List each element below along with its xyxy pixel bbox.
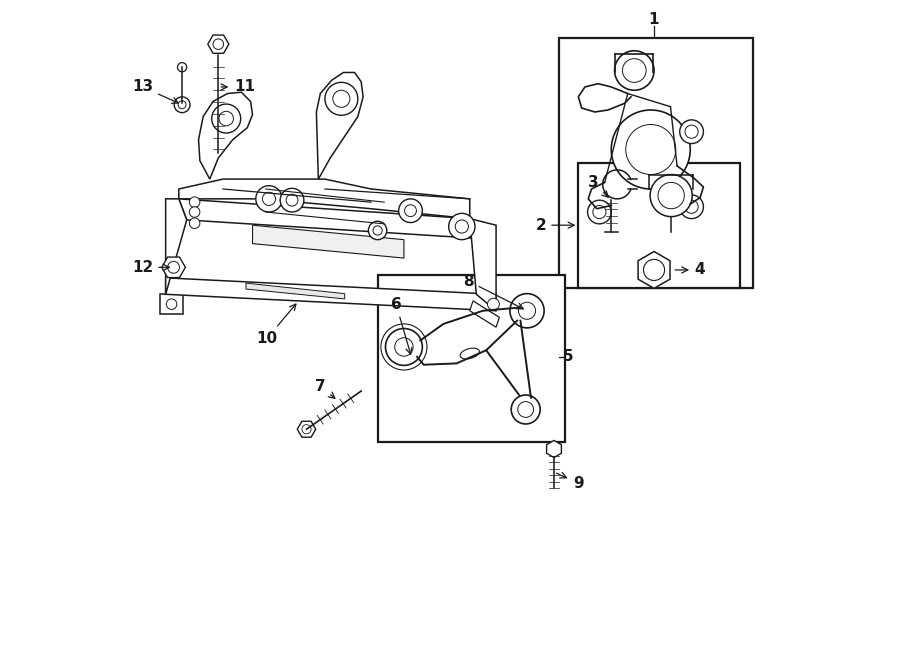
Text: 11: 11 — [221, 79, 255, 95]
Circle shape — [395, 338, 413, 356]
Text: 8: 8 — [464, 274, 523, 309]
Circle shape — [175, 97, 190, 112]
Circle shape — [373, 226, 382, 235]
Polygon shape — [470, 301, 500, 327]
Circle shape — [611, 110, 690, 189]
Circle shape — [189, 218, 200, 229]
Text: 9: 9 — [556, 473, 584, 490]
Polygon shape — [162, 257, 185, 278]
Circle shape — [680, 120, 704, 143]
Circle shape — [189, 207, 200, 217]
Circle shape — [189, 197, 200, 208]
Polygon shape — [246, 283, 345, 299]
Circle shape — [518, 302, 536, 319]
Circle shape — [455, 220, 468, 233]
Circle shape — [368, 221, 387, 240]
Polygon shape — [546, 440, 562, 457]
Circle shape — [658, 182, 684, 209]
Bar — [160, 294, 184, 314]
Circle shape — [256, 186, 283, 212]
Circle shape — [325, 83, 358, 115]
Text: 13: 13 — [132, 79, 178, 103]
Circle shape — [385, 329, 422, 366]
Circle shape — [263, 192, 275, 206]
Polygon shape — [253, 225, 404, 258]
Circle shape — [680, 195, 704, 219]
Circle shape — [286, 194, 298, 206]
Polygon shape — [470, 219, 496, 311]
Circle shape — [333, 91, 350, 107]
Polygon shape — [297, 421, 316, 437]
Text: 1: 1 — [649, 13, 660, 27]
Polygon shape — [199, 93, 253, 179]
Circle shape — [650, 175, 692, 217]
Circle shape — [593, 206, 606, 219]
Text: 12: 12 — [132, 260, 169, 275]
Text: 10: 10 — [256, 304, 296, 346]
Circle shape — [405, 205, 417, 217]
Circle shape — [213, 39, 223, 50]
Circle shape — [177, 63, 186, 72]
Text: 4: 4 — [675, 262, 706, 278]
Bar — [559, 38, 752, 288]
Polygon shape — [179, 199, 476, 239]
Text: 6: 6 — [391, 297, 412, 354]
Circle shape — [644, 259, 664, 280]
Polygon shape — [166, 199, 186, 294]
Circle shape — [623, 59, 646, 83]
Circle shape — [626, 124, 676, 175]
Circle shape — [178, 100, 186, 108]
Circle shape — [685, 125, 698, 138]
Polygon shape — [638, 252, 670, 288]
Text: 2: 2 — [536, 217, 574, 233]
Text: 3: 3 — [589, 175, 608, 197]
Text: 5: 5 — [563, 349, 574, 364]
Polygon shape — [317, 73, 363, 179]
Circle shape — [488, 298, 500, 310]
Circle shape — [280, 188, 304, 212]
Circle shape — [518, 402, 534, 417]
Circle shape — [219, 111, 233, 126]
Text: 7: 7 — [315, 379, 335, 399]
Circle shape — [685, 200, 698, 214]
Circle shape — [588, 200, 611, 224]
Circle shape — [510, 293, 544, 328]
Circle shape — [167, 261, 179, 273]
Bar — [378, 274, 565, 442]
Bar — [579, 163, 740, 288]
Bar — [482, 293, 507, 316]
Polygon shape — [208, 35, 229, 54]
Circle shape — [212, 104, 240, 133]
Circle shape — [449, 214, 475, 240]
Circle shape — [302, 424, 311, 434]
Circle shape — [615, 51, 654, 91]
Circle shape — [511, 395, 540, 424]
Circle shape — [399, 199, 422, 223]
Circle shape — [166, 299, 176, 309]
Polygon shape — [179, 179, 470, 219]
Polygon shape — [166, 278, 496, 311]
